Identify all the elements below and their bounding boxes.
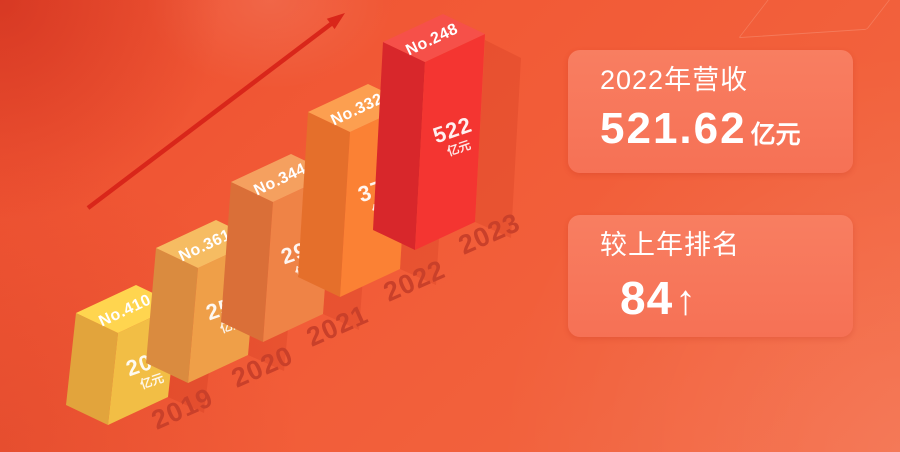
trend-arrow-icon [86, 13, 345, 210]
rank-panel: 较上年排名 84 ↑ [568, 215, 853, 337]
revenue-unit: 亿元 [750, 120, 801, 149]
bar-unit-label: 亿元 [445, 137, 473, 159]
background-decoration [738, 0, 900, 39]
bar-unit-label: 亿元 [138, 370, 166, 392]
bar-side-face [298, 112, 350, 297]
revenue-panel: 2022年营收 521.62 亿元 [568, 50, 853, 173]
bar-side-face [146, 248, 198, 383]
rank-change-value: 84 [620, 271, 674, 324]
bar-side-face [66, 313, 118, 425]
revenue-value: 521.62 [600, 103, 747, 153]
bar-2023: No.248 522 亿元 2023 [373, 14, 525, 261]
bar-front-face [415, 34, 485, 250]
bar-2019: No.410 203 亿元 2019 [66, 285, 218, 436]
rank-panel-title: 较上年排名 [600, 230, 740, 260]
bar-side-face [221, 182, 273, 342]
bar-top-face [383, 14, 485, 62]
bar-shadow [475, 40, 521, 238]
bar-side-face [373, 42, 425, 250]
rank-up-arrow-icon: ↑ [675, 275, 697, 323]
revenue-bar-chart: No.410 203 亿元 2019 No.361 252 亿元 2020 [66, 13, 525, 436]
revenue-panel-title: 2022年营收 [600, 65, 749, 95]
